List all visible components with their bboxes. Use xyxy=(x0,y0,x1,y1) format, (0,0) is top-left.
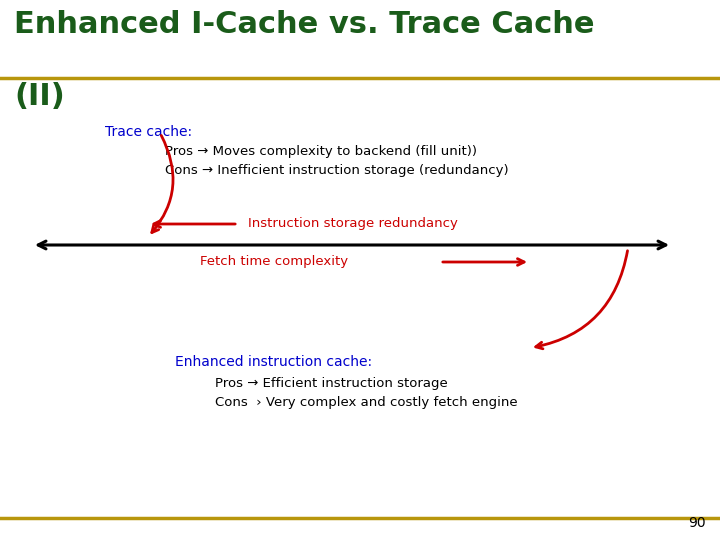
Text: Enhanced instruction cache:: Enhanced instruction cache: xyxy=(175,355,372,369)
Text: Pros → Efficient instruction storage: Pros → Efficient instruction storage xyxy=(215,377,448,390)
Text: 90: 90 xyxy=(688,516,706,530)
Text: Pros → Moves complexity to backend (fill unit)): Pros → Moves complexity to backend (fill… xyxy=(165,145,477,158)
Text: Cons → Inefficient instruction storage (redundancy): Cons → Inefficient instruction storage (… xyxy=(165,164,508,177)
Text: (II): (II) xyxy=(14,82,65,111)
Text: Cons  › Very complex and costly fetch engine: Cons › Very complex and costly fetch eng… xyxy=(215,396,518,409)
Text: Instruction storage redundancy: Instruction storage redundancy xyxy=(248,218,458,231)
Text: Enhanced I-Cache vs. Trace Cache: Enhanced I-Cache vs. Trace Cache xyxy=(14,10,595,39)
Text: Fetch time complexity: Fetch time complexity xyxy=(200,255,348,268)
Text: Trace cache:: Trace cache: xyxy=(105,125,192,139)
